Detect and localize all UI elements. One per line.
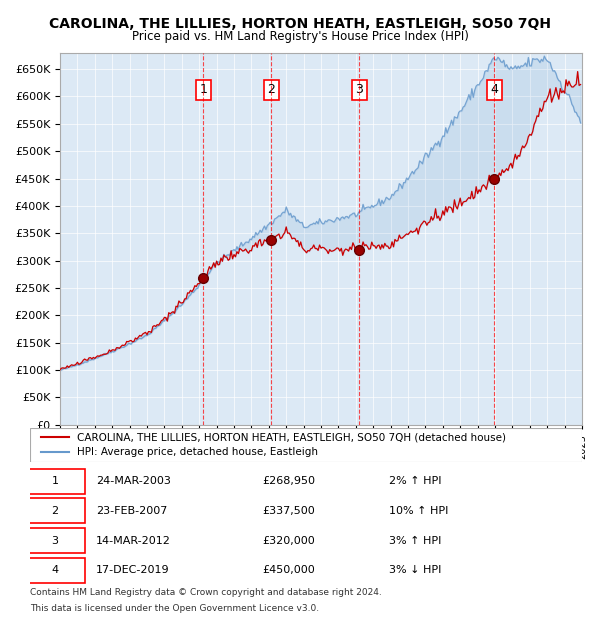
- FancyBboxPatch shape: [25, 558, 85, 583]
- Text: 2: 2: [51, 506, 58, 516]
- Text: 24-MAR-2003: 24-MAR-2003: [96, 476, 171, 486]
- Text: 14-MAR-2012: 14-MAR-2012: [96, 536, 171, 546]
- Text: 23-FEB-2007: 23-FEB-2007: [96, 506, 167, 516]
- Text: 3% ↓ HPI: 3% ↓ HPI: [389, 565, 441, 575]
- Text: 3: 3: [356, 84, 364, 96]
- Text: This data is licensed under the Open Government Licence v3.0.: This data is licensed under the Open Gov…: [30, 604, 319, 613]
- Text: 2: 2: [267, 84, 275, 96]
- Text: £450,000: £450,000: [262, 565, 314, 575]
- Text: 1: 1: [199, 84, 207, 96]
- Text: 1: 1: [52, 476, 58, 486]
- Text: 3% ↑ HPI: 3% ↑ HPI: [389, 536, 441, 546]
- Text: HPI: Average price, detached house, Eastleigh: HPI: Average price, detached house, East…: [77, 448, 318, 458]
- Text: 17-DEC-2019: 17-DEC-2019: [96, 565, 170, 575]
- FancyBboxPatch shape: [25, 469, 85, 494]
- FancyBboxPatch shape: [30, 428, 582, 462]
- Text: Price paid vs. HM Land Registry's House Price Index (HPI): Price paid vs. HM Land Registry's House …: [131, 30, 469, 43]
- Text: 4: 4: [490, 84, 498, 96]
- Text: CAROLINA, THE LILLIES, HORTON HEATH, EASTLEIGH, SO50 7QH (detached house): CAROLINA, THE LILLIES, HORTON HEATH, EAS…: [77, 432, 506, 442]
- Text: 4: 4: [51, 565, 58, 575]
- Text: 10% ↑ HPI: 10% ↑ HPI: [389, 506, 448, 516]
- Text: Contains HM Land Registry data © Crown copyright and database right 2024.: Contains HM Land Registry data © Crown c…: [30, 588, 382, 598]
- Text: 3: 3: [52, 536, 58, 546]
- FancyBboxPatch shape: [25, 498, 85, 523]
- FancyBboxPatch shape: [25, 528, 85, 553]
- Text: CAROLINA, THE LILLIES, HORTON HEATH, EASTLEIGH, SO50 7QH: CAROLINA, THE LILLIES, HORTON HEATH, EAS…: [49, 17, 551, 32]
- Text: 2% ↑ HPI: 2% ↑ HPI: [389, 476, 442, 486]
- Text: £268,950: £268,950: [262, 476, 315, 486]
- Text: £320,000: £320,000: [262, 536, 314, 546]
- Text: £337,500: £337,500: [262, 506, 314, 516]
